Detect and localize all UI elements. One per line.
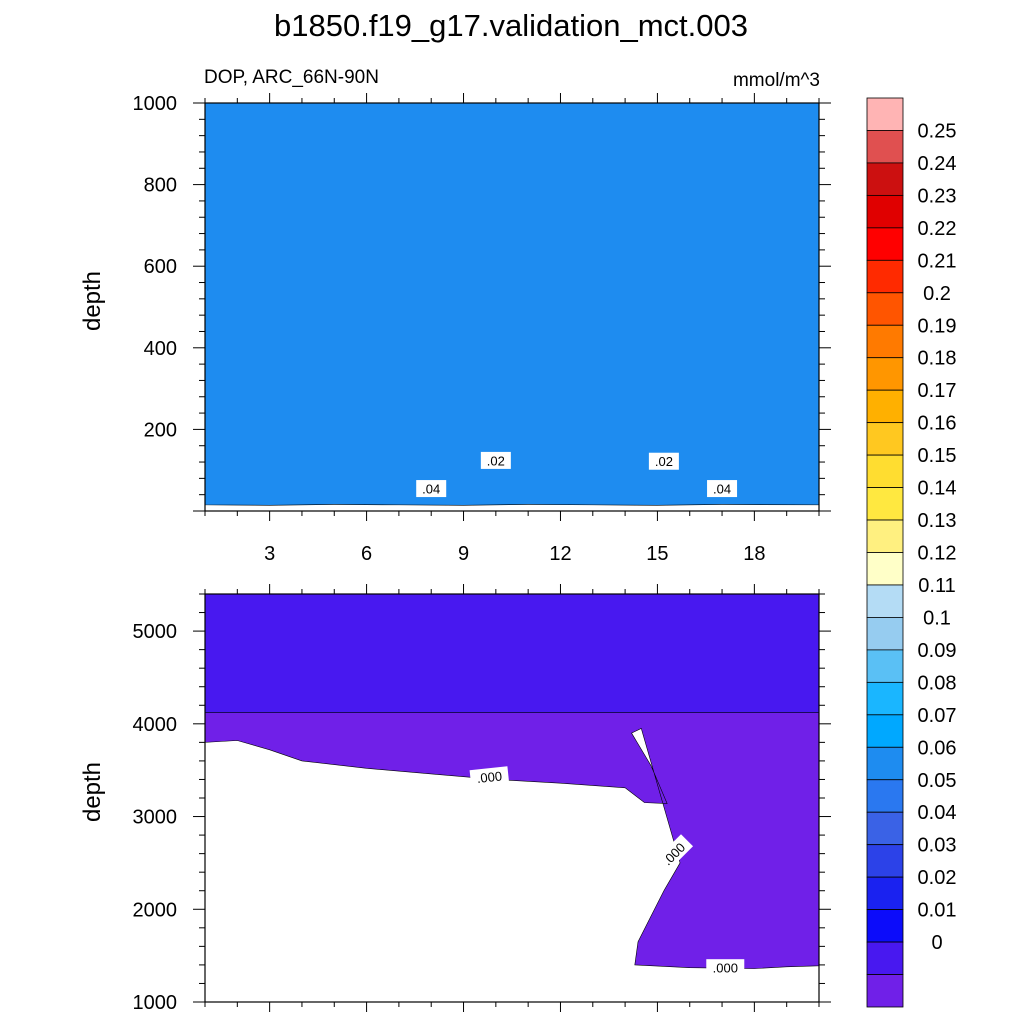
colorbar-label: 0.22 bbox=[918, 218, 957, 240]
colorbar-box bbox=[866, 357, 904, 391]
svg-text:.02: .02 bbox=[487, 453, 505, 468]
x-tick-label: 12 bbox=[549, 543, 571, 565]
y-tick-label: 2000 bbox=[133, 899, 178, 921]
colorbar-label: 0 bbox=[931, 932, 942, 954]
contour-label: .04 bbox=[416, 480, 447, 498]
colorbar-label: 0.07 bbox=[918, 705, 957, 727]
colorbar-label: 0.02 bbox=[918, 867, 957, 889]
right-subtitle: mmol/m^3 bbox=[733, 70, 820, 91]
colorbar-box bbox=[866, 552, 904, 586]
left-subtitle: DOP, ARC_66N-90N bbox=[204, 67, 379, 88]
colorbar-box bbox=[866, 584, 904, 618]
y-axis-label: depth bbox=[79, 762, 106, 822]
x-tick-label: 6 bbox=[361, 543, 372, 565]
svg-text:.04: .04 bbox=[422, 482, 440, 497]
colorbar-label: 0.21 bbox=[918, 250, 957, 272]
colorbar-box bbox=[866, 227, 904, 261]
ocean-fill bbox=[205, 594, 819, 713]
colorbar-label: 0.18 bbox=[918, 348, 957, 370]
contour-label: .000 bbox=[469, 766, 510, 788]
colorbar-label: 0.12 bbox=[918, 543, 957, 565]
colorbar-box bbox=[866, 292, 904, 326]
colorbar-box bbox=[866, 194, 904, 229]
colorbar: 0.25 0.24 0.23 0.22 0.21 0.2 0.19 0.18 0.17 0.16 0… bbox=[866, 97, 957, 1008]
contour-band bbox=[204, 102, 820, 506]
colorbar-label: 0.17 bbox=[918, 380, 957, 402]
colorbar-box bbox=[866, 389, 904, 424]
svg-text:.000: .000 bbox=[476, 768, 503, 786]
contour-label: .04 bbox=[707, 480, 738, 498]
y-axis-label: depth bbox=[79, 271, 106, 331]
colorbar-label: 0.24 bbox=[918, 153, 957, 175]
colorbar-label: 0.25 bbox=[918, 120, 957, 142]
colorbar-box bbox=[866, 519, 904, 553]
contour-region bbox=[204, 712, 820, 969]
x-tick-label: 15 bbox=[646, 543, 668, 565]
colorbar-box bbox=[866, 974, 904, 1008]
colorbar-label: 0.04 bbox=[918, 802, 957, 824]
colorbar-box bbox=[866, 714, 904, 748]
x-tick-label: 3 bbox=[264, 543, 275, 565]
upper-panel: .04 .04 .02 .02 3 6 9 12 15 18 200 400 600 800 1000 dep… bbox=[79, 93, 831, 565]
y-tick-label: 1000 bbox=[133, 992, 178, 1014]
colorbar-label: 0.01 bbox=[918, 900, 957, 922]
y-tick-label: 800 bbox=[144, 175, 177, 197]
y-tick-label: 400 bbox=[144, 338, 177, 360]
contour-label: .000 bbox=[706, 959, 745, 977]
colorbar-box bbox=[866, 130, 904, 164]
y-tick-label: 3000 bbox=[133, 807, 178, 829]
contour-label: .02 bbox=[480, 451, 511, 469]
svg-text:.000: .000 bbox=[713, 961, 738, 976]
colorbar-label: 0.15 bbox=[918, 445, 957, 467]
colorbar-box bbox=[866, 681, 904, 716]
colorbar-label: 0.05 bbox=[918, 770, 957, 792]
colorbar-box bbox=[866, 97, 904, 131]
svg-text:.04: .04 bbox=[713, 482, 731, 497]
colorbar-label: 0.09 bbox=[918, 640, 957, 662]
colorbar-label: 0.14 bbox=[918, 478, 957, 500]
x-tick-label: 9 bbox=[458, 543, 469, 565]
colorbar-box bbox=[866, 617, 904, 651]
y-tick-label: 4000 bbox=[133, 714, 178, 736]
colorbar-box bbox=[866, 162, 904, 196]
colorbar-label: 0.06 bbox=[918, 737, 957, 759]
svg-text:.02: .02 bbox=[655, 454, 673, 469]
colorbar-label: 0.13 bbox=[918, 510, 957, 532]
colorbar-label: 0.2 bbox=[923, 283, 951, 305]
colorbar-box bbox=[866, 487, 904, 521]
colorbar-box bbox=[866, 649, 904, 683]
colorbar-box bbox=[866, 909, 904, 943]
colorbar-box bbox=[866, 422, 904, 456]
colorbar-box bbox=[866, 941, 904, 975]
figure-title: b1850.f19_g17.validation_mct.003 bbox=[274, 8, 748, 43]
y-tick-label: 1000 bbox=[133, 93, 178, 115]
colorbar-label: 0.03 bbox=[918, 835, 957, 857]
colorbar-box bbox=[866, 844, 904, 878]
y-tick-label: 200 bbox=[144, 419, 177, 441]
colorbar-box bbox=[866, 876, 904, 911]
colorbar-box bbox=[866, 454, 904, 488]
y-tick-label: 600 bbox=[144, 256, 177, 278]
plot-frame bbox=[204, 102, 820, 512]
colorbar-label: 0.19 bbox=[918, 315, 957, 337]
colorbar-box bbox=[866, 259, 904, 294]
x-tick-label: 18 bbox=[743, 543, 765, 565]
colorbar-label: 0.23 bbox=[918, 185, 957, 207]
colorbar-label: 0.08 bbox=[918, 672, 957, 694]
y-tick-label: 5000 bbox=[133, 621, 178, 643]
colorbar-box bbox=[866, 811, 904, 846]
colorbar-label: 0.16 bbox=[918, 413, 957, 435]
contour-label: .02 bbox=[648, 452, 679, 470]
colorbar-box bbox=[866, 746, 904, 781]
colorbar-label: 0.11 bbox=[918, 575, 955, 597]
colorbar-box bbox=[866, 779, 904, 813]
colorbar-label: 0.1 bbox=[923, 607, 951, 629]
colorbar-box bbox=[866, 324, 904, 359]
